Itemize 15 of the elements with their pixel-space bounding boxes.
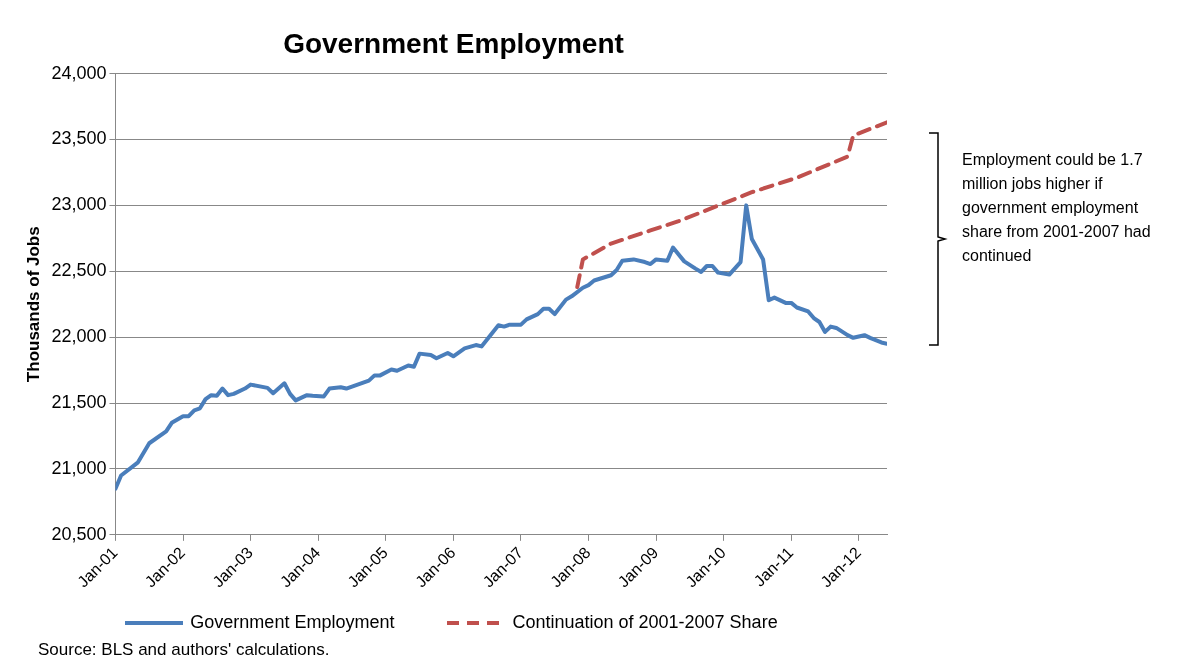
line-series <box>575 120 887 290</box>
text: Employment could be 1.7 million jobs higher if government employment share from 2001-2007 had continued <box>962 150 1152 266</box>
legend-label: Continuation of 2001-2007 Share <box>512 612 778 633</box>
y-axis-title: Thousands of Jobs <box>23 226 43 383</box>
y-tick-label: 21,500 <box>51 392 107 413</box>
y-tick-label: 23,500 <box>51 128 107 149</box>
source-note: Source: BLS and authors' calculations. <box>38 640 330 660</box>
y-tick-label: 22,500 <box>51 260 107 281</box>
y-tick-label: 20,500 <box>51 523 107 544</box>
y-tick-label: 24,000 <box>51 62 107 83</box>
legend-label: Government Employment <box>190 612 395 633</box>
chart-title: Government Employment <box>283 27 624 59</box>
y-tick-label: 21,000 <box>51 457 107 478</box>
y-tick-label: 22,000 <box>51 326 107 347</box>
y-tick-label: 23,000 <box>51 194 107 215</box>
